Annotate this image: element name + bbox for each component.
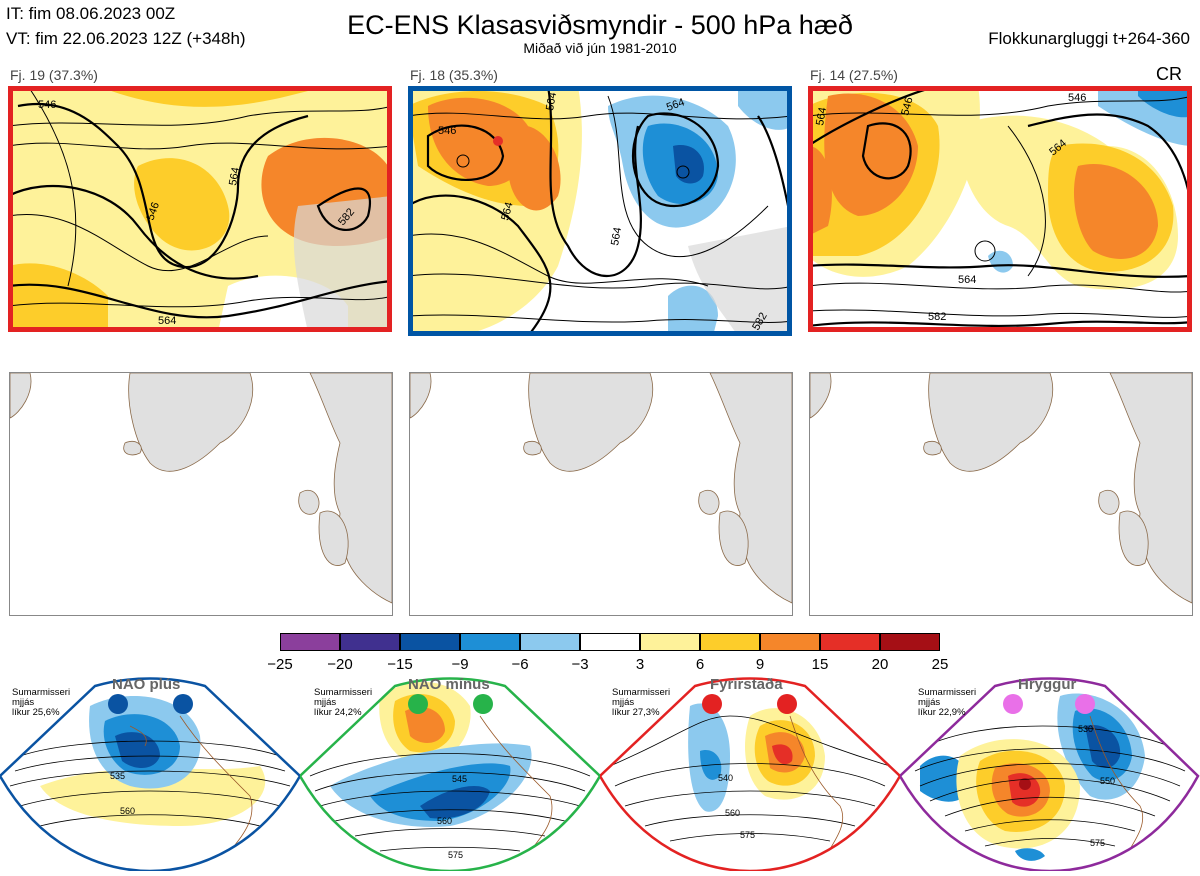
cr-label: CR — [1156, 64, 1182, 84]
regime-3-dot — [777, 694, 797, 714]
regime-4-dot — [1075, 694, 1095, 714]
page-title: EC-ENS Klasasviðsmyndir - 500 hPa hæð — [347, 10, 853, 40]
cluster-3-contour-label: 564 — [958, 274, 976, 286]
cluster-3-contour-label: 546 — [899, 96, 915, 117]
regime-1-period: mjjás — [12, 697, 35, 708]
colorbar-cell — [340, 633, 400, 651]
cluster-3-frame — [808, 86, 1192, 332]
colorbar-tick-label: 6 — [695, 656, 705, 673]
classification-window: Flokkunargluggi t+264-360 — [988, 29, 1190, 48]
regime-2-contour-label: 545 — [452, 774, 467, 784]
regime-2-frame — [298, 677, 602, 873]
regime-2-likelihood: líkur 24,2% — [314, 707, 362, 718]
cluster-1-map: 546 546 564 564 582 — [8, 86, 392, 332]
valid-time: VT: fim 22.06.2023 12Z (+348h) — [6, 29, 246, 48]
regime-1-season: Sumarmisseri — [12, 687, 71, 698]
colorbar-cell — [820, 633, 880, 651]
cluster-2-frame — [408, 86, 792, 336]
regime-3-title: Fyrirstaða — [710, 676, 783, 693]
regime-3-contour-label: 560 — [725, 808, 740, 818]
colorbar-cell — [580, 633, 640, 651]
colorbar-tick-label: −3 — [571, 656, 589, 673]
regime-1-title: NAO plús — [112, 676, 181, 693]
cluster-2-contour-label: 546 — [438, 125, 456, 137]
regime-3-period: mjjás — [612, 697, 635, 708]
cluster-3-map: 546 546 564 564 564 582 — [808, 86, 1192, 332]
colorbar-cell — [460, 633, 520, 651]
colorbar-tick-label: −20 — [327, 656, 353, 673]
colorbar-cell — [880, 633, 940, 651]
empty-map-2 — [409, 372, 793, 616]
regime-ridge: 530 550 575 Hryggur Sumarmisseri mjjás l… — [898, 676, 1200, 873]
regime-4-contour-label: 530 — [1078, 724, 1093, 734]
regime-3-dot — [702, 694, 722, 714]
colorbar-tick-label: 20 — [871, 656, 889, 673]
regime-3-season: Sumarmisseri — [612, 687, 671, 698]
regime-blocking: 540 560 575 Fyrirstaða Sumarmisseri mjjá… — [598, 676, 902, 873]
colorbar-cell — [520, 633, 580, 651]
regime-4-contour-label: 550 — [1100, 776, 1115, 786]
regime-4-frame — [898, 677, 1200, 873]
regime-3-frame — [598, 677, 902, 873]
cluster-2-contour-label: 564 — [544, 91, 559, 111]
regime-2-contour-label: 560 — [437, 816, 452, 826]
colorbar-tick-label: −25 — [267, 656, 293, 673]
cluster-2-contour-label: 564 — [665, 96, 686, 114]
regime-4-contour-label: 575 — [1090, 838, 1105, 848]
regime-1-likelihood: líkur 25,6% — [12, 707, 60, 718]
colorbar-tick-label: 9 — [755, 656, 765, 673]
cluster-1-contour-label: 564 — [227, 166, 242, 186]
colorbar-cell — [400, 633, 460, 651]
regime-4-likelihood: líkur 22,9% — [918, 707, 966, 718]
cluster-1-contour-label: 546 — [38, 99, 56, 111]
cluster-3-contour-label: 546 — [1068, 92, 1086, 104]
cluster-1-frame — [8, 86, 392, 332]
regime-1-contour-label: 535 — [110, 771, 125, 781]
regime-4-dot — [1003, 694, 1023, 714]
regime-nao-minus: 545 560 575 NAO mínus Sumarmisseri mjjás… — [298, 676, 602, 873]
regime-3-contour-label: 540 — [718, 773, 733, 783]
cluster-2-contour-label: 564 — [499, 201, 515, 222]
regime-2-dot — [408, 694, 428, 714]
colorbar-tick-label: −6 — [511, 656, 529, 673]
colorbar-cell — [280, 633, 340, 651]
colorbar-cell — [640, 633, 700, 651]
regime-2-contour-label: 575 — [448, 850, 463, 860]
regime-2-title: NAO mínus — [408, 676, 490, 693]
cluster-2-label: Fj. 18 (35.3%) — [410, 67, 498, 83]
regime-1-frame — [0, 677, 302, 873]
cluster-3-contour-label: 564 — [814, 106, 829, 126]
regime-4-title: Hryggur — [1018, 676, 1077, 693]
page-subtitle: Miðað við jún 1981-2010 — [523, 40, 677, 56]
regime-3-likelihood: líkur 27,3% — [612, 707, 660, 718]
regime-2-period: mjjás — [314, 697, 337, 708]
cluster-3-label: Fj. 14 (27.5%) — [810, 67, 898, 83]
cluster-2-map: 546 564 564 564 564 582 — [408, 86, 792, 336]
colorbar-tick-label: −9 — [451, 656, 469, 673]
cluster-2-contour-label: 564 — [609, 226, 624, 246]
colorbar-tick-label: 3 — [635, 656, 645, 673]
cluster-1-contour-label: 546 — [145, 201, 163, 222]
cluster-1-label: Fj. 19 (37.3%) — [10, 67, 98, 83]
colorbar-tick-label: 25 — [931, 656, 949, 673]
cluster-3-contour-label: 582 — [928, 311, 946, 323]
regime-2-dot — [473, 694, 493, 714]
regime-4-period: mjjás — [918, 697, 941, 708]
regime-1-dot — [173, 694, 193, 714]
empty-map-3 — [809, 372, 1193, 616]
colorbar-tick-label: −15 — [387, 656, 413, 673]
regime-3-contour-label: 575 — [740, 830, 755, 840]
colorbar-tick-label: 15 — [811, 656, 829, 673]
colorbar-cell — [700, 633, 760, 651]
regime-4-season: Sumarmisseri — [918, 687, 977, 698]
initial-time: IT: fim 08.06.2023 00Z — [6, 4, 176, 23]
regime-1-dot — [108, 694, 128, 714]
empty-map-1 — [9, 372, 393, 616]
cluster-1-contour-label: 564 — [158, 315, 176, 327]
regime-2-season: Sumarmisseri — [314, 687, 373, 698]
regime-nao-plus: 535 560 NAO plús Sumarmisseri mjjás líku… — [0, 676, 302, 873]
colorbar-cell — [760, 633, 820, 651]
regime-1-contour-label: 560 — [120, 806, 135, 816]
